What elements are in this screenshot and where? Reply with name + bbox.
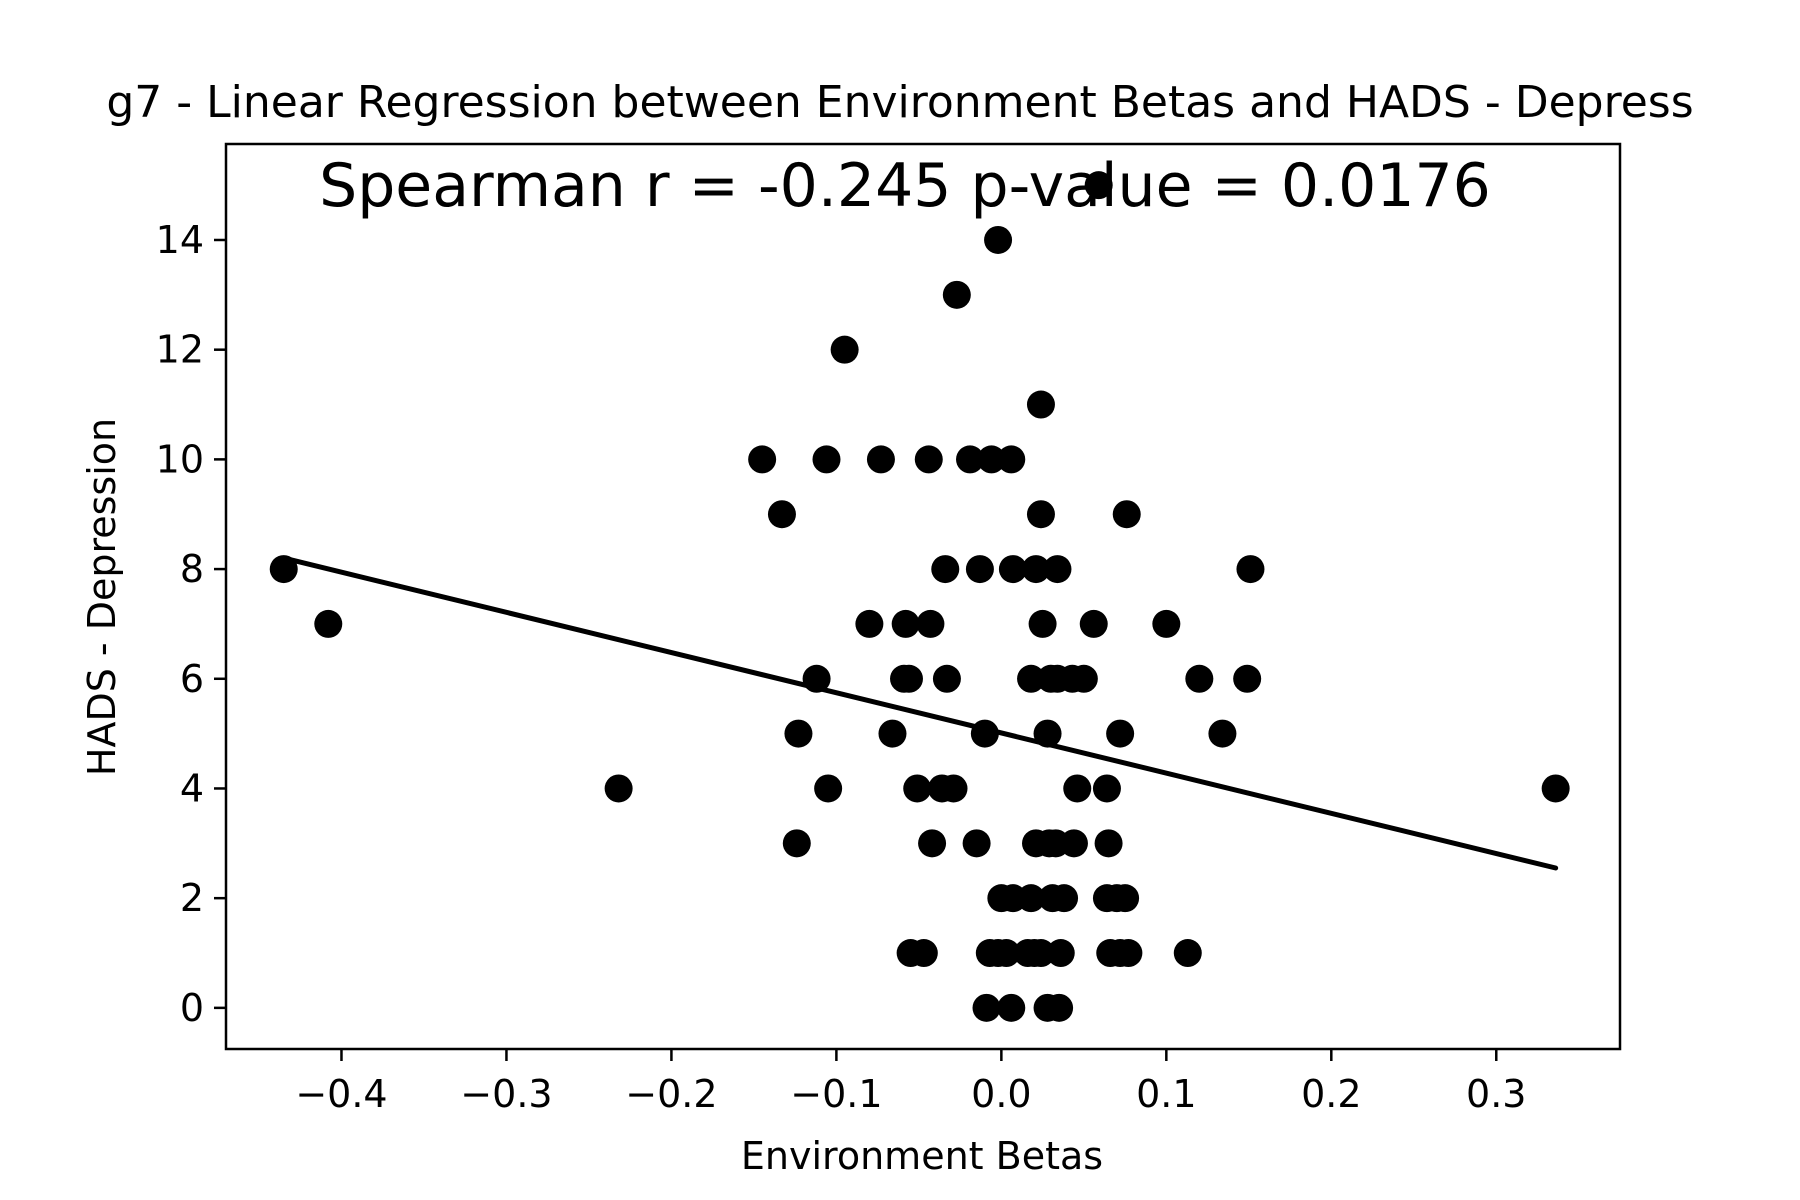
- scatter-point-51: [962, 829, 991, 858]
- x-tick-label-2: −0.2: [625, 1072, 717, 1116]
- plot-frame: [224, 142, 1622, 1051]
- scatter-point-81: [1045, 993, 1074, 1022]
- scatter-point-39: [970, 719, 999, 748]
- scatter-point-38: [878, 719, 907, 748]
- scatter-point-44: [903, 774, 932, 803]
- scatter-point-35: [1185, 664, 1214, 693]
- scatter-point-14: [931, 555, 960, 584]
- scatter-point-5: [812, 445, 841, 474]
- scatter-point-85: [1026, 390, 1055, 419]
- y-tick-label-1: 2: [180, 876, 204, 920]
- scatter-point-13: [1112, 500, 1141, 529]
- scatter-point-48: [1092, 774, 1121, 803]
- scatter-point-77: [1173, 939, 1202, 968]
- scatter-point-2: [604, 774, 633, 803]
- scatter-point-47: [1063, 774, 1092, 803]
- scatter-point-66: [909, 939, 938, 968]
- scatter-point-73: [1046, 939, 1075, 968]
- chart-marks: [269, 171, 1570, 1022]
- scatter-point-22: [916, 609, 945, 638]
- scatter-point-24: [1079, 609, 1108, 638]
- scatter-point-0: [269, 555, 298, 584]
- scatter-point-40: [1033, 719, 1062, 748]
- scatter-point-64: [1111, 884, 1140, 913]
- y-axis: 0 2 4 6 8 10 12 14: [156, 218, 226, 1030]
- scatter-point-46: [939, 774, 968, 803]
- scatter-point-55: [1059, 829, 1088, 858]
- scatter-point-8: [956, 445, 985, 474]
- scatter-point-29: [932, 664, 961, 693]
- x-tick-label-4: 0.0: [971, 1072, 1031, 1116]
- x-tick-label-6: 0.2: [1301, 1072, 1361, 1116]
- x-tick-label-1: −0.3: [460, 1072, 552, 1116]
- scatter-point-69: [992, 939, 1021, 968]
- scatter-point-82: [984, 225, 1013, 254]
- scatter-point-41: [1106, 719, 1135, 748]
- scatter-point-49: [782, 829, 811, 858]
- scatter-point-78: [972, 993, 1001, 1022]
- scatter-point-23: [1028, 609, 1057, 638]
- scatter-point-30: [1017, 664, 1046, 693]
- scatter-point-7: [914, 445, 943, 474]
- scatter-point-36: [1233, 664, 1262, 693]
- scatter-point-19: [1236, 555, 1265, 584]
- scatter-point-17: [1022, 555, 1051, 584]
- stats-annotation: Spearman r = -0.245 p-value = 0.0176: [319, 151, 1491, 221]
- chart-title: g7 - Linear Regression between Environme…: [106, 77, 1693, 128]
- scatter-point-86: [1084, 171, 1113, 200]
- x-tick-label-3: −0.1: [790, 1072, 882, 1116]
- y-tick-label-2: 4: [180, 766, 204, 810]
- y-tick-label-4: 8: [180, 547, 204, 591]
- x-tick-label-0: −0.4: [295, 1072, 387, 1116]
- scatter-point-18: [1043, 555, 1072, 584]
- scatter-point-83: [942, 280, 971, 309]
- scatter-point-20: [855, 609, 884, 638]
- scatter-point-16: [998, 555, 1027, 584]
- scatter-point-25: [1152, 609, 1181, 638]
- scatter-point-10: [997, 445, 1026, 474]
- scatter-point-6: [866, 445, 895, 474]
- y-axis-label: HADS - Depression: [80, 418, 124, 776]
- scatter-point-59: [1017, 884, 1046, 913]
- scatter-point-84: [830, 335, 859, 364]
- scatter-point-9: [977, 445, 1006, 474]
- regression-line: [281, 555, 1559, 871]
- scatter-point-72: [1026, 939, 1055, 968]
- scatter-point-28: [894, 664, 923, 693]
- y-tick-label-3: 6: [180, 657, 204, 701]
- scatter-point-37: [784, 719, 813, 748]
- x-tick-label-7: 0.3: [1466, 1072, 1526, 1116]
- y-tick-label-7: 14: [156, 218, 204, 262]
- scatter-point-61: [1050, 884, 1079, 913]
- scatter-point-26: [802, 664, 831, 693]
- y-tick-label-5: 10: [156, 437, 204, 481]
- scatter-point-11: [767, 500, 796, 529]
- scatter-point-12: [1026, 500, 1055, 529]
- x-axis: −0.4 −0.3 −0.2 −0.1 0.0 0.1 0.2 0.3: [295, 1049, 1526, 1116]
- scatter-point-56: [1094, 829, 1123, 858]
- scatter-point-79: [997, 993, 1026, 1022]
- scatter-point-15: [965, 555, 994, 584]
- scatter-point-21: [891, 609, 920, 638]
- scatter-point-1: [314, 609, 343, 638]
- scatter-point-34: [1069, 664, 1098, 693]
- x-tick-label-5: 0.1: [1136, 1072, 1196, 1116]
- scatter-point-43: [814, 774, 843, 803]
- scatter-point-76: [1114, 939, 1143, 968]
- y-tick-label-6: 12: [156, 328, 204, 372]
- x-axis-label: Environment Betas: [741, 1134, 1103, 1178]
- scatter-point-50: [918, 829, 947, 858]
- y-tick-label-0: 0: [180, 986, 204, 1030]
- scatter-point-42: [1208, 719, 1237, 748]
- scatter-point-3: [1541, 774, 1570, 803]
- scatter-point-4: [748, 445, 777, 474]
